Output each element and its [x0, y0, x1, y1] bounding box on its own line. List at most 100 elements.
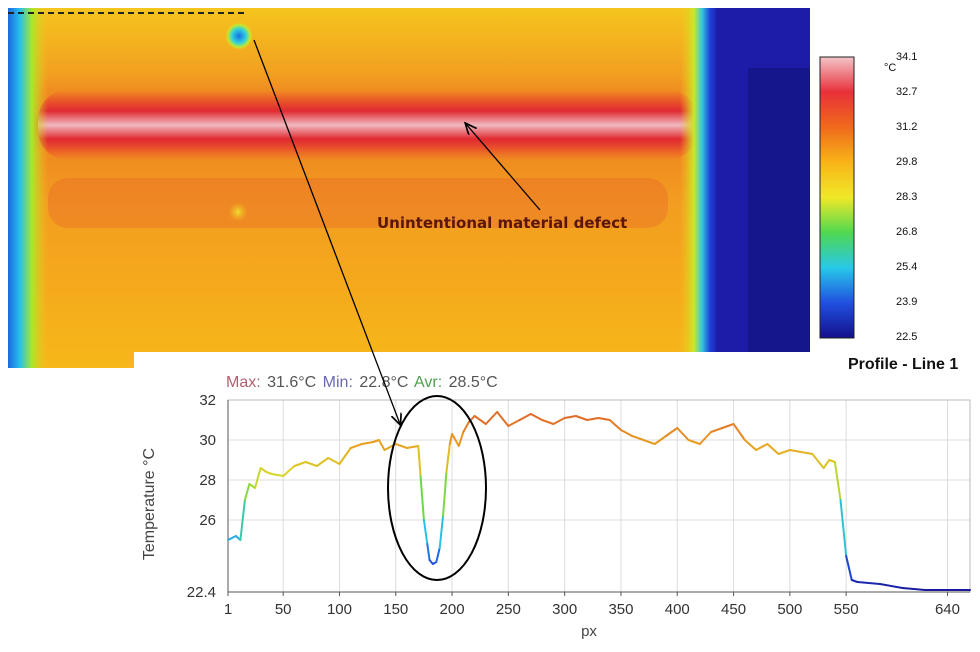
x-axis-label: px: [581, 623, 597, 640]
profile-line-segment: [676, 427, 690, 441]
x-tick-label: 450: [721, 601, 746, 618]
profile-line-segment: [349, 443, 363, 449]
profile-line-segment: [631, 435, 645, 441]
profile-line-segment: [248, 483, 257, 489]
x-tick-label: 100: [327, 601, 352, 618]
profile-line-segment: [438, 515, 445, 549]
x-tick-label: 200: [440, 601, 465, 618]
profile-line-segment: [304, 461, 318, 467]
profile-line-segment: [442, 471, 448, 517]
profile-line-segment: [457, 431, 465, 447]
colorbar-tick-label: 26.8: [896, 226, 918, 238]
profile-line-segment: [822, 459, 831, 469]
profile-line-segment: [467, 415, 476, 423]
colorbar-tick-label: 23.9: [896, 296, 918, 308]
profile-line-segment: [901, 587, 926, 591]
profile-line-segment: [327, 457, 341, 465]
profile-line-segment: [597, 417, 611, 421]
x-tick-label: 640: [935, 601, 960, 618]
y-tick-label: 26: [199, 512, 216, 529]
y-tick-label: 30: [199, 432, 216, 449]
profile-line-segment: [462, 421, 470, 433]
profile-line-segment: [529, 413, 544, 421]
cold-shade: [748, 68, 810, 368]
colorbar-tick-label: 25.4: [896, 261, 918, 273]
profile-line-segment: [496, 411, 510, 427]
profile-line-segment: [856, 581, 881, 585]
profile-line-segment: [435, 547, 441, 563]
profile-line-segment: [574, 415, 589, 421]
profile-line-segment: [664, 427, 679, 437]
profile-line-segment: [878, 583, 904, 589]
profile-line-segment: [419, 475, 425, 521]
profile-line-segment: [811, 453, 825, 469]
profile-title: Profile - Line 1: [848, 356, 959, 373]
x-tick-label: 50: [275, 601, 292, 618]
x-tick-label: 550: [834, 601, 859, 618]
profile-line-segment: [484, 411, 499, 425]
y-axis-label: Temperature °C: [141, 448, 158, 560]
defect-annotation: Unintentional material defect: [377, 214, 628, 232]
profile-line-segment: [833, 461, 842, 501]
profile-line-segment: [518, 413, 532, 421]
colorbar-tick-label: 31.2: [896, 121, 918, 133]
profile-line-segment: [473, 415, 487, 425]
x-tick-label: 350: [608, 601, 633, 618]
profile-line-segment: [563, 415, 577, 419]
colorbar-tick-label: 34.1: [896, 51, 918, 63]
profile-line-segment: [788, 449, 803, 453]
y-tick-label: 28: [199, 472, 216, 489]
profile-line-segment: [270, 473, 285, 477]
profile-line-segment: [243, 483, 251, 501]
profile-line-segment: [377, 439, 386, 451]
profile-line-segment: [642, 439, 656, 445]
profile-line-segment: [254, 467, 262, 489]
profile-line-segment: [755, 443, 769, 451]
avr-label: Avr:: [414, 374, 443, 391]
warm-spot: [228, 202, 248, 222]
profile-line-segment: [619, 429, 634, 437]
colorbar: [819, 56, 855, 339]
colorbar-tick-label: 29.8: [896, 156, 918, 168]
profile-line-segment: [383, 443, 397, 451]
profile-line-segment: [293, 461, 307, 467]
profile-line-segment: [777, 449, 791, 455]
profile-line-segment: [721, 423, 735, 429]
profile-line-segment: [687, 439, 701, 445]
colorbar-tick-label: 32.7: [896, 86, 918, 98]
profile-line-segment: [338, 447, 352, 465]
x-tick-label: 500: [777, 601, 802, 618]
profile-line-segment: [698, 431, 713, 445]
colorbar-gradient: [819, 56, 855, 339]
profile-line-segment: [417, 445, 422, 477]
x-tick-label: 150: [383, 601, 408, 618]
right-cool-edge: [680, 8, 720, 368]
profile-line-segment: [426, 543, 431, 561]
profile-line-segment: [451, 433, 457, 441]
profile-line-segment: [552, 417, 566, 425]
profile-line-segment: [541, 419, 555, 425]
profile-line-segment: [406, 445, 420, 449]
profile-line-segment: [507, 419, 521, 427]
y-tick-label: 32: [199, 392, 216, 409]
profile-line-segment: [394, 443, 409, 449]
max-label: Max:: [226, 374, 261, 391]
colorbar-tick-label: 28.3: [896, 191, 918, 203]
profile-line-segment: [239, 499, 246, 541]
thermal-background: [8, 8, 810, 368]
profile-line-segment: [259, 467, 268, 473]
profile-line-segment: [710, 427, 724, 433]
profile-line-segment: [422, 519, 429, 545]
profile-line-segment: [608, 419, 622, 431]
colorbar-unit: °C: [884, 62, 897, 74]
y-tick-label: 22.4: [187, 584, 216, 601]
x-tick-label: 1: [224, 601, 232, 618]
profile-line-segment: [766, 443, 780, 455]
profile-line-segment: [586, 417, 600, 421]
profile-line-segment: [445, 443, 451, 473]
profile-line-segment: [800, 451, 814, 455]
profile-line-segment: [839, 499, 848, 557]
profile-line-segment: [743, 439, 758, 451]
profile-line-segment: [360, 441, 375, 445]
